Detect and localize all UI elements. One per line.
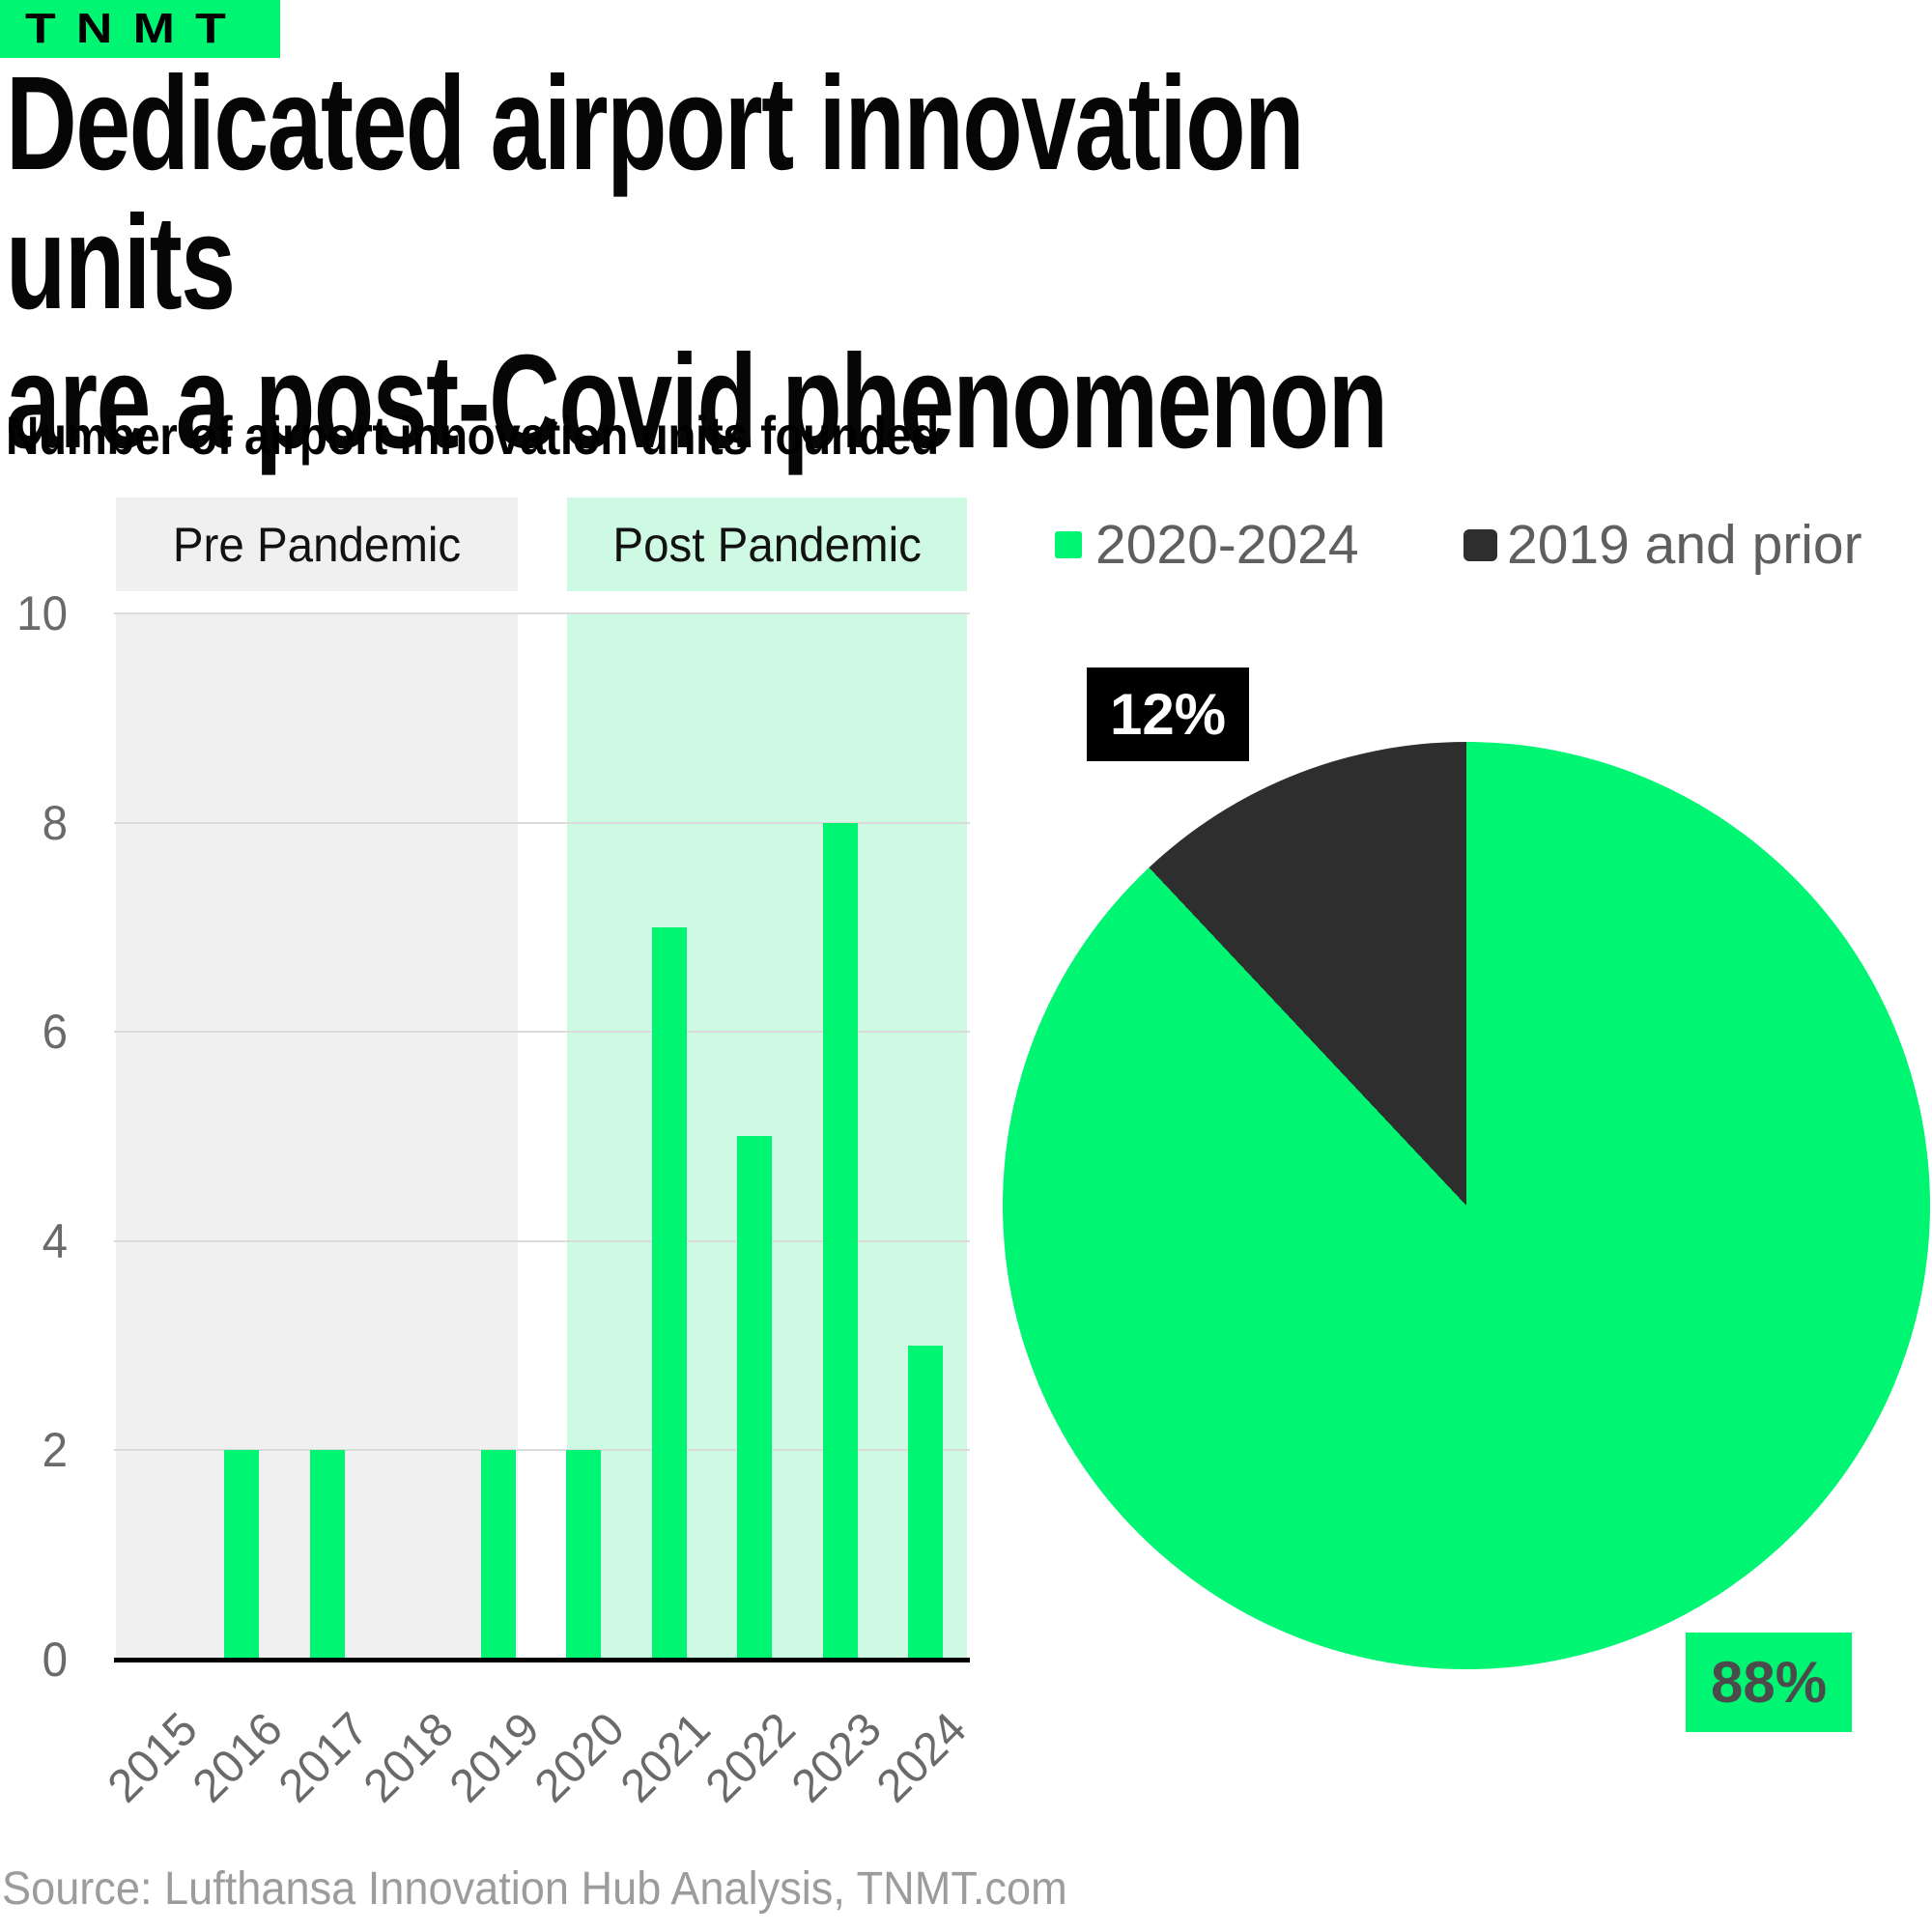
legend-label-2019-and-prior: 2019 and prior bbox=[1507, 514, 1862, 576]
y-axis-tick-label-6: 6 bbox=[42, 1005, 68, 1059]
y-axis-tick-label-4: 4 bbox=[42, 1214, 68, 1268]
bar-2024 bbox=[908, 1346, 943, 1660]
source-note: Source: Lufthansa Innovation Hub Analysi… bbox=[2, 1863, 1067, 1915]
band-header-pre-pandemic: Pre Pandemic bbox=[116, 497, 518, 591]
chart-subtitle: Number of airport innovation units found… bbox=[6, 405, 939, 466]
page-title: Dedicated airport innovation units are a… bbox=[6, 49, 1388, 476]
band-header-post-pandemic-label: Post Pandemic bbox=[612, 517, 922, 572]
bar-2022 bbox=[737, 1136, 772, 1660]
brand-badge: TNMT bbox=[0, 0, 280, 58]
pie-graphic bbox=[1003, 742, 1930, 1669]
pie-annotation-88pct: 88% bbox=[1686, 1633, 1852, 1732]
gridline-y-6 bbox=[114, 1031, 970, 1033]
gridline-y-10 bbox=[114, 612, 970, 614]
band-header-pre-pandemic-label: Pre Pandemic bbox=[172, 517, 462, 572]
bar-2019 bbox=[481, 1450, 516, 1660]
legend-swatch-2020-2024 bbox=[1055, 531, 1082, 558]
gridline-y-4 bbox=[114, 1240, 970, 1242]
legend-swatch-2019-and-prior bbox=[1463, 529, 1497, 561]
bar-2017 bbox=[310, 1450, 345, 1660]
gridline-y-8 bbox=[114, 822, 970, 824]
y-axis-tick-label-2: 2 bbox=[42, 1423, 68, 1477]
brand-logo: TNMT bbox=[24, 5, 247, 52]
y-axis-tick-label-8: 8 bbox=[42, 796, 68, 850]
band-header-post-pandemic: Post Pandemic bbox=[567, 497, 967, 591]
bar-2016 bbox=[224, 1450, 259, 1660]
bar-2023 bbox=[823, 823, 858, 1660]
y-axis-tick-label-0: 0 bbox=[42, 1633, 68, 1687]
bar-2021 bbox=[652, 927, 687, 1660]
y-axis-tick-label-10: 10 bbox=[16, 586, 68, 640]
gridline-y-2 bbox=[114, 1449, 970, 1451]
bar-2020 bbox=[566, 1450, 601, 1660]
legend-label-2020-2024: 2020-2024 bbox=[1095, 514, 1359, 576]
pie-annotation-12pct: 12% bbox=[1087, 668, 1249, 761]
x-axis-line bbox=[114, 1658, 970, 1662]
